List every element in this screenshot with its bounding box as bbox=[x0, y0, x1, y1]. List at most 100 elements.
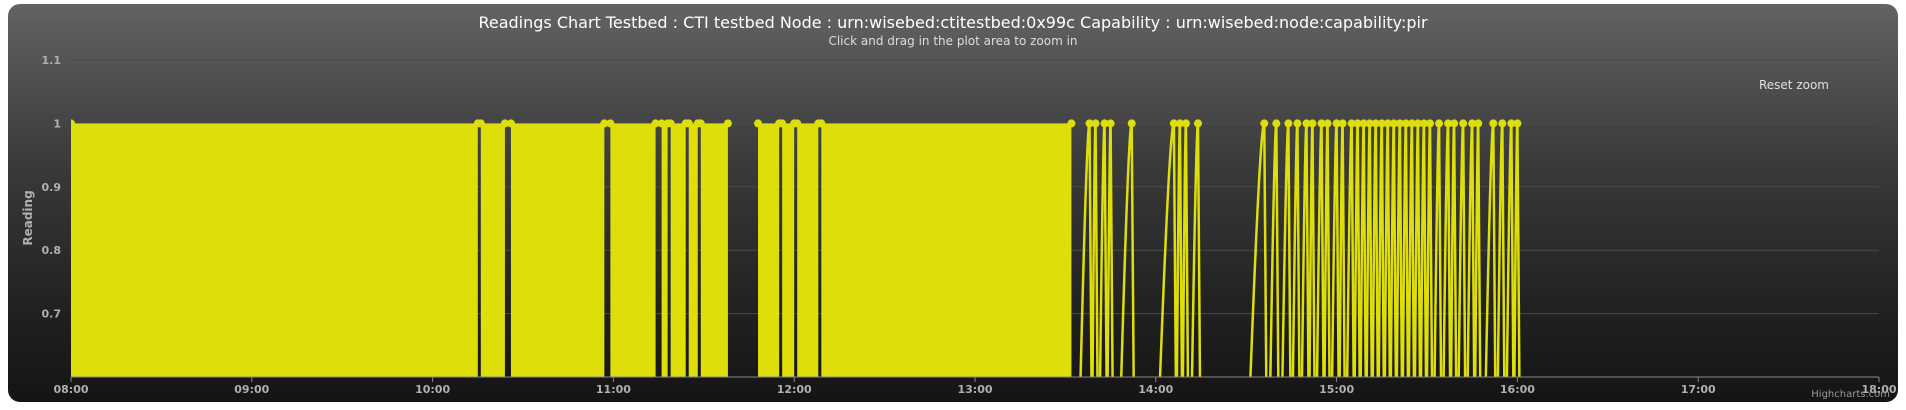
data-point bbox=[1435, 119, 1444, 128]
data-point bbox=[1181, 119, 1190, 128]
data-point bbox=[1426, 119, 1435, 128]
data-point bbox=[1353, 119, 1362, 128]
data-point bbox=[71, 119, 75, 128]
data-point bbox=[1169, 119, 1178, 128]
data-point bbox=[500, 119, 509, 128]
reading-spike bbox=[1098, 122, 1108, 377]
data-point bbox=[1513, 119, 1522, 128]
data-point bbox=[1444, 119, 1453, 128]
reading-spike bbox=[1401, 121, 1410, 377]
data-point bbox=[1284, 119, 1293, 128]
x-tick-label: 15:00 bbox=[1319, 383, 1354, 396]
data-point bbox=[723, 119, 732, 128]
chart-container[interactable]: Readings Chart Testbed : CTI testbed Nod… bbox=[8, 4, 1898, 402]
y-axis: 0.7 0.8 0.9 1 1.1 bbox=[42, 54, 62, 321]
x-tick-label: 17:00 bbox=[1681, 383, 1716, 396]
reading-block bbox=[71, 123, 478, 377]
data-point bbox=[1293, 119, 1302, 128]
reading-block bbox=[797, 123, 819, 377]
data-point bbox=[1407, 119, 1416, 128]
reading-spike bbox=[1091, 121, 1099, 377]
reading-block bbox=[610, 123, 656, 377]
data-point bbox=[778, 119, 787, 128]
data-point bbox=[1127, 119, 1136, 128]
reading-spike bbox=[1308, 121, 1316, 377]
reading-spike bbox=[1300, 122, 1310, 377]
data-point bbox=[666, 119, 675, 128]
reading-spike bbox=[1433, 122, 1443, 377]
reading-spike bbox=[1281, 122, 1292, 377]
reading-block bbox=[758, 123, 780, 377]
data-point bbox=[1091, 119, 1100, 128]
data-point bbox=[1474, 119, 1483, 128]
reading-block bbox=[782, 123, 795, 377]
data-point bbox=[1323, 119, 1332, 128]
y-tick-label: 1.1 bbox=[42, 54, 62, 67]
x-tick-label: 08:00 bbox=[53, 383, 88, 396]
reading-spike bbox=[1484, 122, 1497, 377]
data-point bbox=[1395, 119, 1404, 128]
readings-chart[interactable]: Readings Chart Testbed : CTI testbed Nod… bbox=[8, 4, 1898, 402]
reading-spike bbox=[1513, 121, 1521, 377]
reading-spike bbox=[1315, 122, 1325, 377]
data-point bbox=[1272, 119, 1281, 128]
data-point bbox=[1389, 119, 1398, 128]
reading-spike bbox=[1353, 121, 1361, 377]
reading-block bbox=[670, 123, 686, 377]
data-point bbox=[1067, 119, 1076, 128]
data-point bbox=[1100, 119, 1109, 128]
reading-spike bbox=[1505, 122, 1515, 377]
reading-block bbox=[510, 123, 605, 377]
reading-spike bbox=[1345, 122, 1355, 377]
data-point bbox=[1401, 119, 1410, 128]
x-tick-label: 09:00 bbox=[234, 383, 269, 396]
data-point bbox=[1371, 119, 1380, 128]
reading-spike bbox=[1442, 122, 1452, 377]
reading-spike bbox=[1106, 121, 1114, 377]
reading-block bbox=[661, 123, 668, 377]
plot-area[interactable] bbox=[67, 119, 1522, 381]
y-tick-label: 0.9 bbox=[42, 181, 62, 194]
data-point bbox=[657, 119, 666, 128]
y-tick-label: 0.8 bbox=[42, 244, 62, 257]
x-tick-label: 10:00 bbox=[415, 383, 450, 396]
highcharts-credits-link[interactable]: Highcharts.com bbox=[1811, 389, 1890, 400]
reading-spike bbox=[1395, 121, 1404, 377]
reading-spike bbox=[1383, 121, 1392, 377]
reset-zoom-button[interactable]: Reset zoom bbox=[1759, 78, 1829, 92]
x-tick-label: 11:00 bbox=[596, 383, 631, 396]
y-tick-label: 0.7 bbox=[42, 308, 62, 321]
reading-spike bbox=[1413, 121, 1422, 377]
reading-spike bbox=[1175, 121, 1184, 377]
reading-spike bbox=[1359, 121, 1367, 377]
data-point bbox=[1498, 119, 1507, 128]
data-point bbox=[1338, 119, 1347, 128]
x-tick-label: 16:00 bbox=[1500, 383, 1535, 396]
data-point bbox=[600, 119, 609, 128]
chart-subtitle: Click and drag in the plot area to zoom … bbox=[828, 34, 1077, 48]
reading-spike bbox=[1338, 121, 1346, 377]
reading-spike bbox=[1181, 121, 1190, 377]
data-point bbox=[1359, 119, 1368, 128]
data-point bbox=[476, 119, 485, 128]
x-tick-label: 14:00 bbox=[1138, 383, 1173, 396]
data-point bbox=[1106, 119, 1115, 128]
reading-block bbox=[480, 123, 505, 377]
data-point bbox=[506, 119, 515, 128]
reading-spike bbox=[1466, 122, 1476, 377]
x-tick-label: 18:00 bbox=[1861, 383, 1896, 396]
data-point bbox=[754, 119, 763, 128]
reading-spike bbox=[1371, 121, 1379, 377]
data-point bbox=[1450, 119, 1459, 128]
x-tick-label: 13:00 bbox=[957, 383, 992, 396]
data-point bbox=[793, 119, 802, 128]
data-point bbox=[684, 119, 693, 128]
data-point bbox=[1308, 119, 1317, 128]
reading-spike bbox=[1425, 121, 1434, 377]
data-point bbox=[696, 119, 705, 128]
data-point bbox=[1419, 119, 1428, 128]
reading-spike bbox=[1377, 121, 1386, 377]
data-point bbox=[1383, 119, 1392, 128]
data-point bbox=[1413, 119, 1422, 128]
data-point bbox=[1260, 119, 1269, 128]
